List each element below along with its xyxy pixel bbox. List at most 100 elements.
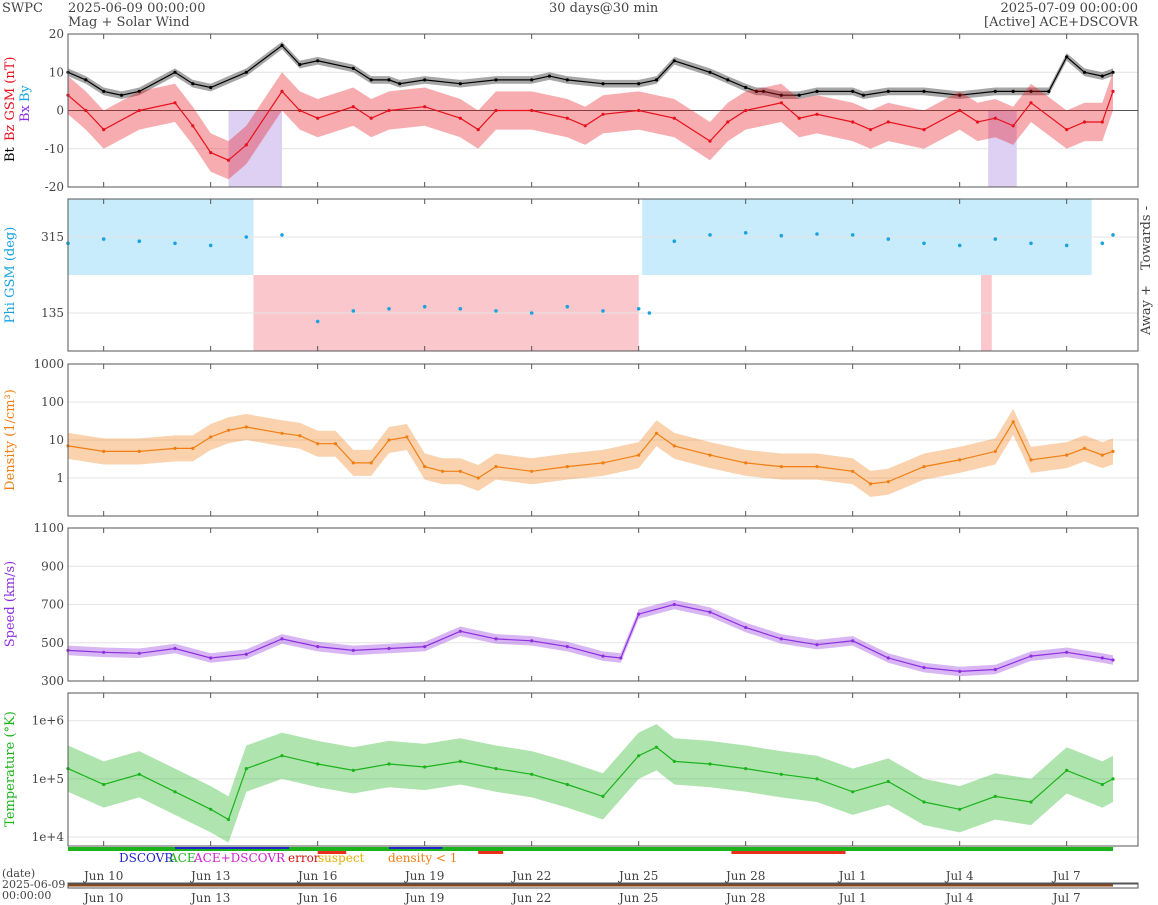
speed-point bbox=[137, 651, 141, 655]
bt-point bbox=[761, 89, 766, 93]
density-point bbox=[744, 461, 748, 465]
bt-point bbox=[754, 89, 759, 93]
phi-axis-label: Phi GSM (deg) bbox=[3, 227, 18, 324]
density-point bbox=[654, 431, 659, 435]
status-bar-error bbox=[478, 851, 504, 854]
density-ytick-label: 100 bbox=[41, 395, 64, 409]
speed-point bbox=[672, 602, 676, 607]
bz-point bbox=[922, 128, 926, 132]
density-point bbox=[601, 461, 605, 465]
phi-point bbox=[173, 241, 177, 246]
temperature-point bbox=[922, 800, 926, 804]
density-point bbox=[351, 461, 355, 465]
bt-point bbox=[351, 66, 355, 70]
speed-frame bbox=[67, 527, 1139, 682]
bz-point bbox=[226, 158, 231, 162]
bz-point bbox=[565, 116, 569, 120]
temperature-point bbox=[1065, 768, 1069, 773]
away-label: Away + bbox=[1139, 285, 1154, 336]
bt-point bbox=[547, 74, 552, 78]
phi-ytick-label: 315 bbox=[41, 230, 64, 244]
bz-point bbox=[1011, 124, 1015, 128]
speed-point bbox=[851, 639, 855, 643]
bz-point bbox=[244, 143, 248, 147]
temperature-point bbox=[530, 772, 534, 776]
bz-point bbox=[530, 108, 534, 113]
chart-subtitle: Mag + Solar Wind bbox=[68, 15, 190, 30]
speed-point bbox=[1065, 650, 1069, 654]
speed-point bbox=[779, 637, 783, 641]
density-point bbox=[1029, 458, 1033, 462]
bz-point bbox=[672, 116, 676, 120]
density-ytick-label: 1 bbox=[56, 471, 64, 485]
mag-ytick-label: 0 bbox=[56, 104, 64, 118]
speed-point bbox=[494, 637, 498, 641]
bz-point bbox=[726, 120, 730, 124]
temperature-point bbox=[280, 754, 284, 758]
density-point bbox=[958, 458, 962, 462]
bt-point bbox=[672, 59, 676, 63]
temperature-point bbox=[1029, 800, 1033, 804]
speed-point bbox=[744, 625, 748, 630]
bt-point bbox=[779, 93, 783, 97]
bz-point bbox=[84, 108, 88, 113]
bz-point bbox=[1029, 101, 1033, 105]
temperature-point bbox=[226, 817, 231, 822]
temperature-ytick-label: 1e+6 bbox=[32, 714, 64, 728]
data-source: [Active] ACE+DSCOVR bbox=[984, 15, 1138, 30]
bz-point bbox=[868, 128, 873, 132]
phi-point bbox=[529, 311, 534, 315]
date-start-label: 2025-06-09 bbox=[2, 878, 65, 891]
temperature-point bbox=[708, 762, 712, 766]
temperature-axis-label: Temperature (°K) bbox=[3, 711, 18, 827]
speed-point bbox=[423, 645, 427, 649]
phi-point bbox=[1100, 241, 1105, 246]
bt-point bbox=[494, 78, 498, 82]
temperature-point bbox=[423, 765, 427, 769]
start-time: 2025-06-09 00:00:00 bbox=[68, 1, 206, 16]
phi-frame bbox=[67, 198, 1139, 352]
status-strip bbox=[68, 847, 1114, 854]
density-point bbox=[1111, 449, 1115, 453]
speed-ytick-label: 1100 bbox=[33, 521, 64, 535]
density-frame bbox=[67, 363, 1139, 517]
bt-point bbox=[423, 78, 427, 82]
bz-south-band bbox=[988, 110, 1017, 187]
density-point bbox=[565, 465, 569, 469]
bz-point bbox=[423, 105, 427, 109]
speed-ytick-label: 500 bbox=[41, 636, 64, 650]
status-bar-dscovr bbox=[389, 847, 443, 849]
phi-point bbox=[315, 319, 320, 324]
temperature-point bbox=[654, 745, 659, 749]
bt-point bbox=[173, 70, 177, 74]
bz-point bbox=[815, 112, 819, 116]
speed-point bbox=[458, 629, 462, 633]
speed-point bbox=[387, 646, 391, 651]
x-tick-label: Jul 7 bbox=[1051, 869, 1081, 883]
x-tick-label: Jun 19 bbox=[403, 891, 444, 905]
density-point bbox=[779, 465, 783, 469]
phi-point bbox=[387, 307, 391, 311]
bz-point bbox=[316, 116, 320, 120]
density-point bbox=[280, 431, 284, 435]
density-ytick-label: 10 bbox=[49, 433, 64, 447]
density-point bbox=[815, 465, 819, 469]
bz-south-band bbox=[228, 110, 282, 187]
bx-axis-label: Bx bbox=[18, 104, 33, 122]
bz-point bbox=[351, 105, 355, 109]
temperature-point bbox=[637, 754, 641, 758]
bz-point bbox=[637, 108, 641, 113]
speed-point bbox=[1029, 654, 1033, 658]
phi-point bbox=[957, 243, 962, 248]
phi-point bbox=[280, 233, 284, 237]
phi-point bbox=[208, 243, 213, 248]
speed-point bbox=[565, 645, 569, 649]
temperature-point bbox=[316, 762, 320, 766]
density-point bbox=[886, 480, 890, 484]
bt-point bbox=[1011, 89, 1015, 93]
bz-point bbox=[137, 108, 141, 113]
bz-point bbox=[369, 116, 373, 120]
temperature-point bbox=[173, 790, 177, 794]
density-point bbox=[387, 438, 391, 442]
